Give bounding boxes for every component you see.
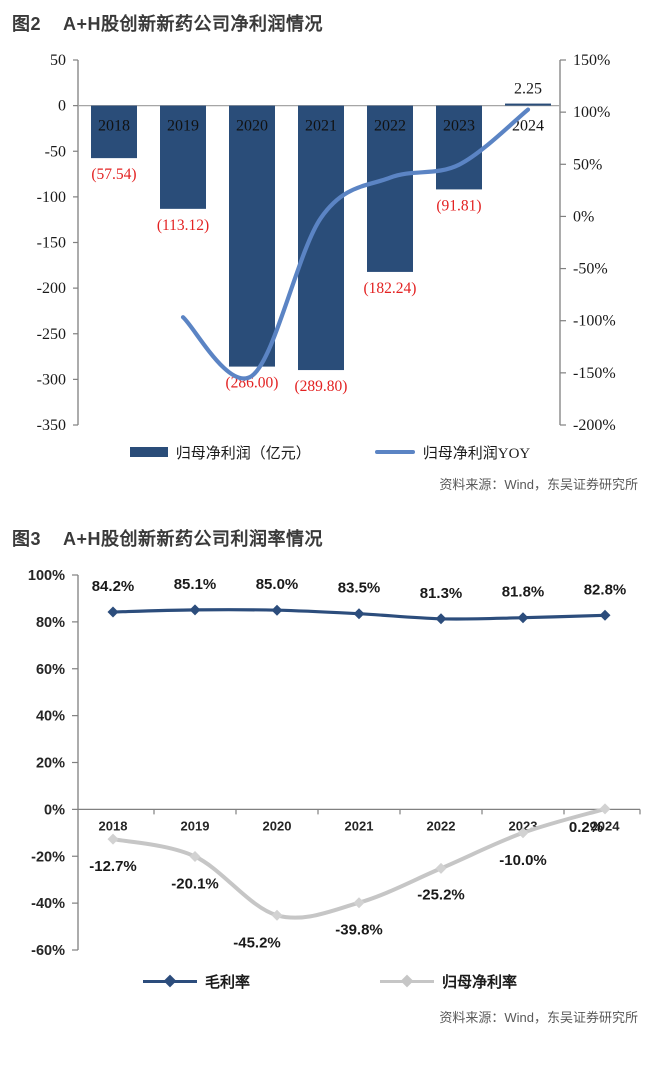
profit-margin-chart: 100% 80% 60% 40% 20% 0% -20% -40% -60% 2018 2019 20… (28, 568, 641, 959)
line-swatch-icon (374, 450, 415, 454)
svg-text:-40%: -40% (31, 896, 65, 912)
svg-text:-39.8%: -39.8% (335, 922, 383, 939)
svg-text:(91.81): (91.81) (436, 197, 481, 214)
svg-text:60%: 60% (36, 662, 65, 678)
svg-text:2023: 2023 (443, 118, 475, 135)
svg-text:-150: -150 (37, 235, 66, 252)
legend-item-net-margin: 归母净利率 (380, 971, 517, 992)
legend-label-net-margin: 归母净利率 (442, 973, 518, 991)
legend-label-yoy: 归母净利润YOY (422, 445, 531, 462)
svg-text:2020: 2020 (236, 118, 268, 135)
svg-text:-250: -250 (37, 326, 66, 343)
svg-text:81.3%: 81.3% (420, 585, 463, 602)
svg-text:2020: 2020 (263, 818, 292, 833)
svg-text:2022: 2022 (427, 818, 456, 833)
legend-label-gross-margin: 毛利率 (204, 973, 250, 991)
svg-text:2.25: 2.25 (514, 81, 542, 98)
svg-text:-200%: -200% (573, 417, 616, 434)
svg-text:-60%: -60% (31, 943, 65, 959)
svg-text:-350: -350 (37, 417, 66, 434)
net-margin-line-swatch-icon (380, 979, 434, 983)
svg-text:50%: 50% (573, 156, 602, 173)
svg-text:-100%: -100% (573, 313, 616, 330)
svg-text:2019: 2019 (167, 118, 199, 135)
svg-text:0%: 0% (44, 802, 65, 818)
svg-text:0%: 0% (573, 208, 594, 225)
svg-text:100%: 100% (573, 104, 610, 121)
gross-margin-line-swatch-icon (142, 979, 197, 983)
svg-text:80%: 80% (36, 615, 65, 631)
figure2-source: 资料来源：Wind，东吴证券研究所 (439, 477, 638, 492)
svg-text:40%: 40% (36, 709, 65, 725)
svg-text:50: 50 (50, 52, 66, 69)
svg-text:82.8%: 82.8% (584, 581, 627, 598)
figure3-label: 图3 (12, 529, 42, 549)
svg-text:85.0%: 85.0% (256, 576, 299, 593)
net-profit-chart: 50 0 -50 -100 -150 -200 -250 -300 -350 150% 100% 50… (37, 52, 616, 434)
svg-text:-20.1%: -20.1% (171, 876, 219, 893)
svg-text:-200: -200 (37, 280, 66, 297)
svg-text:-100: -100 (37, 189, 66, 206)
svg-text:2021: 2021 (345, 818, 374, 833)
figure3-title-text: A+H股创新新药公司利润率情况 (63, 529, 324, 549)
legend-label-net-profit: 归母净利润（亿元） (175, 445, 311, 462)
svg-text:-25.2%: -25.2% (417, 886, 465, 903)
svg-text:-50%: -50% (573, 261, 608, 278)
svg-text:2018: 2018 (99, 818, 128, 833)
svg-text:-10.0%: -10.0% (499, 852, 547, 869)
legend-item-gross-margin: 毛利率 (142, 971, 250, 992)
svg-text:85.1%: 85.1% (174, 576, 217, 593)
figure3-source: 资料来源：Wind，东吴证券研究所 (439, 1010, 638, 1025)
figure2-title-text: A+H股创新新药公司净利润情况 (63, 14, 324, 34)
svg-text:2018: 2018 (98, 118, 130, 135)
figure3-section: 图3 A+H股创新新药公司利润率情况 100% 80% 60% 40% 20% 0% -20%… (0, 515, 660, 1026)
svg-text:-45.2%: -45.2% (233, 934, 281, 951)
svg-text:-300: -300 (37, 371, 66, 388)
svg-text:2022: 2022 (374, 118, 406, 135)
svg-text:-20%: -20% (31, 849, 65, 865)
svg-text:-50: -50 (45, 143, 66, 160)
svg-text:84.2%: 84.2% (92, 578, 135, 595)
bar-swatch-icon (129, 447, 168, 457)
svg-text:20%: 20% (36, 756, 65, 772)
legend-item-net-profit: 归母净利润（亿元） (129, 442, 311, 463)
svg-text:2024: 2024 (591, 818, 621, 833)
svg-text:(289.80): (289.80) (295, 378, 348, 395)
svg-text:83.5%: 83.5% (338, 580, 381, 597)
legend-item-yoy: 归母净利润YOY (374, 442, 531, 463)
svg-text:-150%: -150% (573, 365, 616, 382)
svg-text:(113.12): (113.12) (157, 217, 209, 234)
figure3-title: 图3 A+H股创新新药公司利润率情况 (0, 515, 660, 553)
figure2-label: 图2 (12, 14, 42, 34)
svg-text:150%: 150% (573, 52, 610, 69)
figure2-legend: 归母净利润（亿元） 归母净利润YOY (0, 440, 660, 464)
figure2-section: 图2 A+H股创新新药公司净利润情况 50 0 -50 -100 -150 -200 -250… (0, 0, 660, 493)
figure3-legend: 毛利率 归母净利率 (0, 969, 660, 993)
svg-text:-12.7%: -12.7% (89, 858, 137, 875)
svg-text:(182.24): (182.24) (364, 280, 417, 297)
figure2-title: 图2 A+H股创新新药公司净利润情况 (0, 0, 660, 38)
svg-text:(57.54): (57.54) (91, 166, 136, 183)
svg-text:2021: 2021 (305, 118, 337, 135)
svg-text:2024: 2024 (512, 118, 544, 135)
svg-text:100%: 100% (28, 568, 65, 584)
svg-text:2019: 2019 (181, 818, 210, 833)
svg-text:81.8%: 81.8% (502, 584, 545, 601)
svg-text:0.2%: 0.2% (569, 819, 603, 836)
svg-text:0: 0 (58, 98, 66, 115)
